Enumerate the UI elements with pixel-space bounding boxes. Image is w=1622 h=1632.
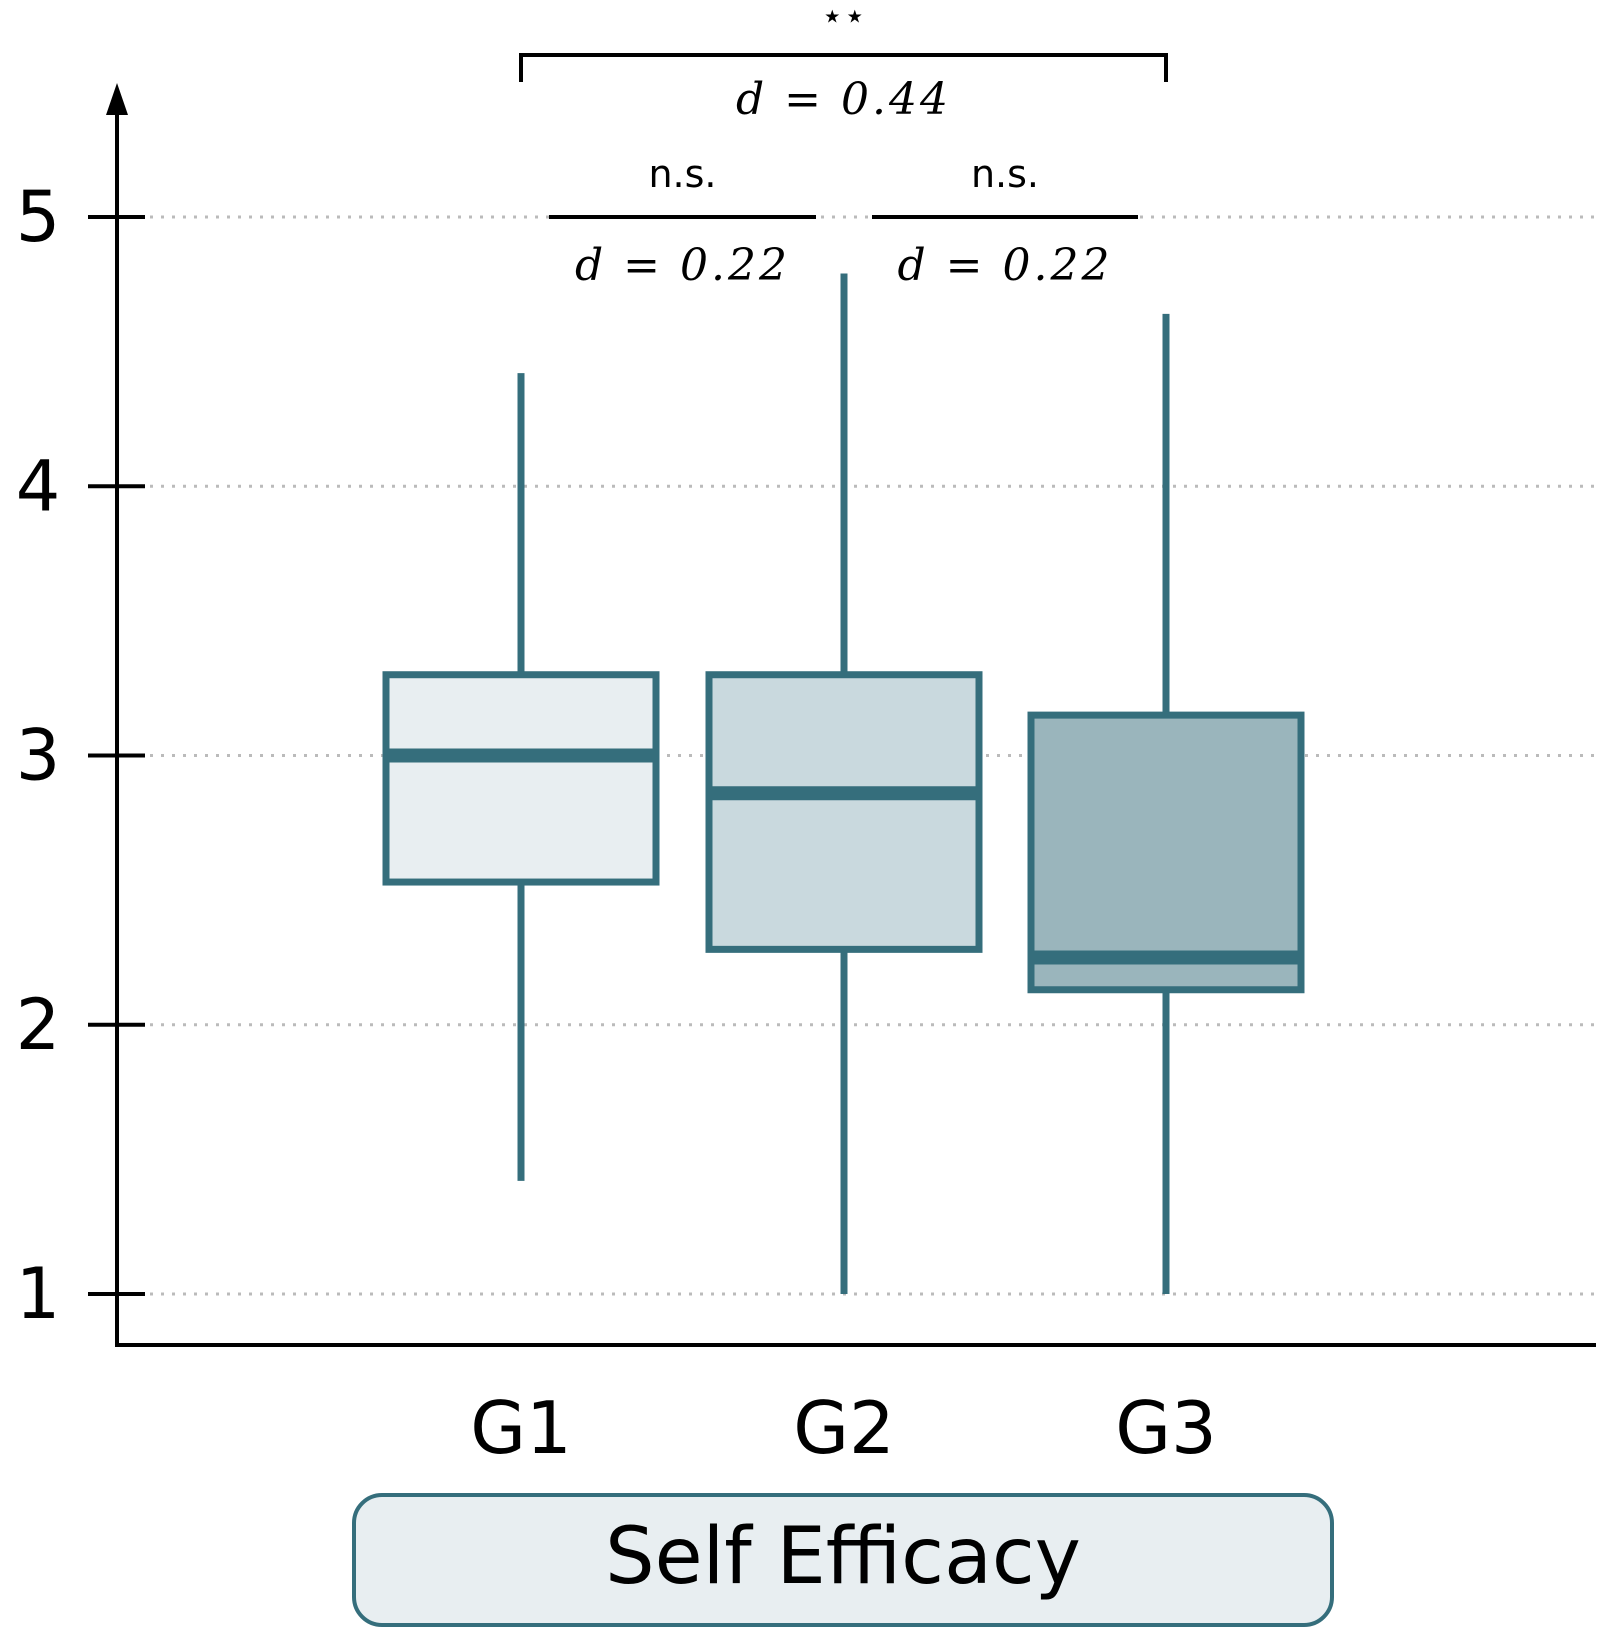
x-axis-label-frame [352, 1493, 1334, 1627]
effect-size-label: d = 0.44 [736, 74, 951, 125]
significance-label: ⋆⋆ [821, 0, 866, 37]
significance-label: n.s. [971, 152, 1039, 196]
y-tick-label: 2 [16, 984, 61, 1066]
significance-bracket [519, 53, 1168, 82]
x-tick-labels: G1 G2 G3 [470, 1386, 1217, 1470]
y-axis-arrow [106, 83, 128, 115]
effect-size-label: d = 0.22 [898, 240, 1113, 291]
box-g1 [382, 373, 660, 1181]
box-iqr [1027, 711, 1305, 994]
annotation-g1-g3: ⋆⋆ d = 0.44 [519, 0, 1168, 125]
y-tick-label: 3 [16, 715, 61, 797]
significance-label: n.s. [648, 152, 716, 196]
x-axis-label-box: Self Efficacy [352, 1493, 1334, 1627]
box-g2 [705, 273, 983, 1294]
box-iqr [705, 671, 983, 953]
axes [106, 83, 1596, 1347]
significance-annotations: n.s. d = 0.22 n.s. d = 0.22 ⋆⋆ d = 0.44 [519, 0, 1168, 291]
x-tick-label: G1 [470, 1386, 572, 1470]
y-tick-label: 4 [16, 445, 61, 527]
x-axis-label: Self Efficacy [605, 1512, 1081, 1602]
x-tick-label: G2 [793, 1386, 895, 1470]
y-tick-label: 1 [16, 1253, 61, 1335]
y-ticks: 1 2 3 4 5 [16, 176, 145, 1335]
annotation-g2-g3: n.s. d = 0.22 [872, 152, 1138, 291]
x-tick-label: G3 [1115, 1386, 1217, 1470]
boxes [382, 273, 1305, 1294]
box-g3 [1027, 313, 1305, 1294]
y-tick-label: 5 [16, 176, 61, 258]
annotation-g1-g2: n.s. d = 0.22 [549, 152, 816, 291]
box-iqr [382, 671, 660, 886]
effect-size-label: d = 0.22 [575, 240, 790, 291]
